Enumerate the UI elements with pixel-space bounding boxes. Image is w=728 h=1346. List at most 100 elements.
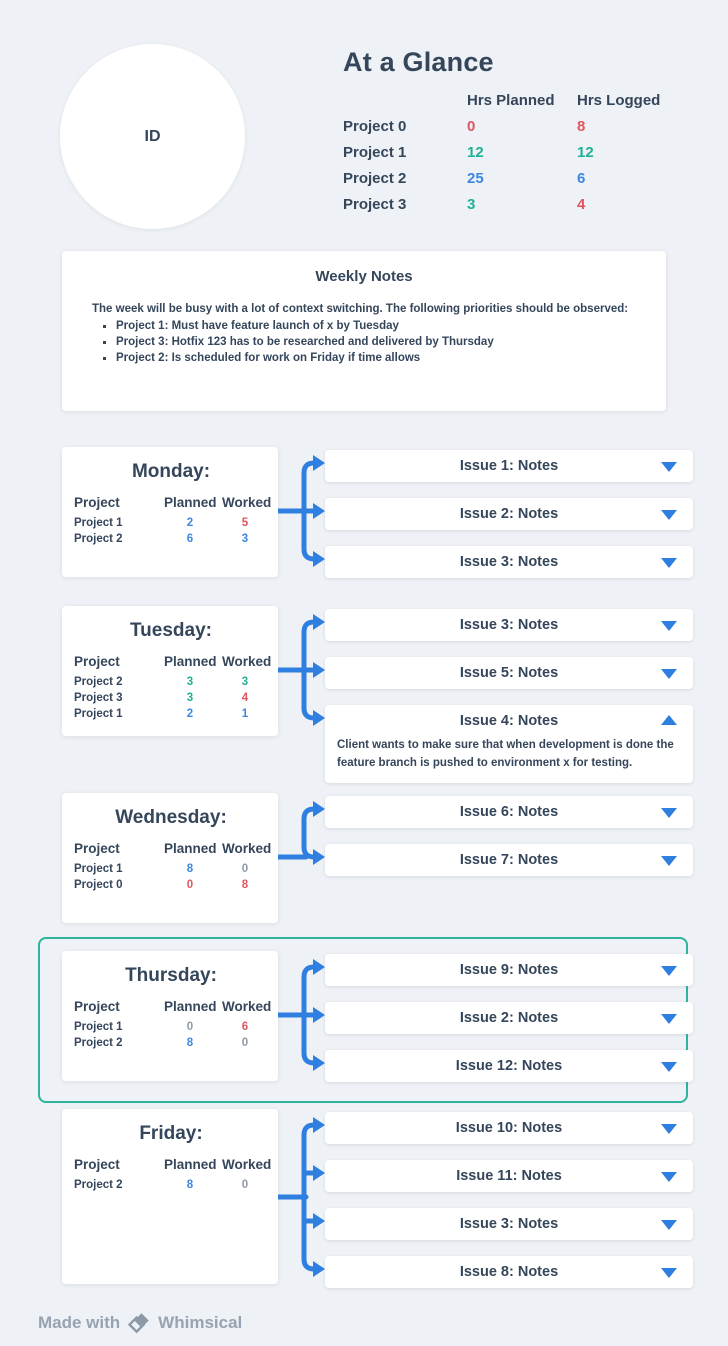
day-table-row: Project 2 8 0	[74, 1179, 268, 1191]
worked-value: 4	[241, 692, 249, 704]
chevron-down-icon[interactable]	[661, 1061, 677, 1072]
worked-value: 8	[241, 878, 249, 891]
issue-bar[interactable]: Issue 2: Notes	[325, 1001, 693, 1034]
project-name: Project 2	[74, 1036, 123, 1049]
issue-bar[interactable]: Issue 5: Notes	[325, 657, 693, 689]
day-table-row: Project 1 8 0	[74, 863, 268, 875]
chevron-down-icon[interactable]	[661, 1013, 677, 1024]
chevron-down-icon[interactable]	[661, 807, 677, 818]
chevron-down-icon[interactable]	[661, 462, 677, 472]
issue-bar[interactable]: Issue 3: Notes	[325, 546, 693, 578]
day-column-header-project: Project	[74, 998, 120, 1014]
project-name: Project 1	[74, 862, 123, 875]
day-table-header: Project Planned Worked	[74, 654, 271, 669]
whimsical-logo-icon	[127, 1311, 151, 1335]
issue-title: Issue 3: Notes	[459, 1215, 559, 1232]
day-table-row: Project 2 8 0	[74, 1037, 268, 1049]
chevron-down-icon[interactable]	[661, 1171, 677, 1182]
day-table-header: Project Planned Worked	[74, 998, 271, 1014]
issue-title: Issue 7: Notes	[459, 851, 559, 868]
project-name: Project 1	[74, 1020, 123, 1033]
planned-value: 2	[186, 517, 194, 529]
issue-bar[interactable]: Issue 2: Notes	[325, 498, 693, 530]
issue-list: Issue 10: Notes Issue 11: Notes Issue 3: N…	[325, 1109, 693, 1288]
day-column-header-project: Project	[74, 654, 120, 669]
worked-value: 5	[241, 517, 249, 529]
planned-value: 8	[186, 1036, 194, 1049]
issue-bar[interactable]: Issue 12: Notes	[325, 1049, 693, 1082]
weekly-notes-title: Weekly Notes	[315, 268, 413, 285]
day-group: Friday: Project Planned Worked Project 2 8 0 Is…	[62, 1108, 728, 1290]
glance-table: At a Glance Hrs Planned Hrs Logged Proje…	[343, 44, 687, 229]
issue-bar[interactable]: Issue 10: Notes	[325, 1111, 693, 1144]
issue-bar[interactable]: Issue 6: Notes	[325, 795, 693, 828]
project-name: Project 0	[74, 878, 123, 891]
day-table-header: Project Planned Worked	[74, 495, 271, 510]
issue-title: Issue 4: Notes	[459, 713, 559, 729]
issue-title: Issue 1: Notes	[459, 458, 559, 474]
issue-bar[interactable]: Issue 4: Notes Client wants to make sure …	[325, 705, 693, 783]
worked-value: 6	[241, 1020, 249, 1033]
chevron-down-icon[interactable]	[661, 558, 677, 568]
chevron-down-icon[interactable]	[661, 1267, 677, 1278]
issue-bar[interactable]: Issue 11: Notes	[325, 1159, 693, 1192]
column-header-hrs-logged: Hrs Logged	[577, 92, 661, 109]
issue-list: Issue 6: Notes Issue 7: Notes	[325, 793, 693, 876]
weekly-note-bullet: Project 3: Hotfix 123 has to be research…	[92, 335, 636, 351]
issue-title: Issue 2: Notes	[459, 1009, 559, 1026]
planned-value: 6	[186, 533, 194, 545]
day-column-header-project: Project	[74, 1156, 120, 1172]
glance-project-name: Project 3	[343, 196, 407, 213]
issue-title: Issue 12: Notes	[455, 1057, 563, 1074]
project-name: Project 1	[74, 708, 123, 720]
day-column-header-worked: Worked	[222, 840, 272, 856]
issue-bar[interactable]: Issue 7: Notes	[325, 843, 693, 876]
chevron-down-icon[interactable]	[661, 855, 677, 866]
issue-bar[interactable]: Issue 3: Notes	[325, 1207, 693, 1240]
project-name: Project 3	[74, 692, 123, 704]
chevron-down-icon[interactable]	[661, 965, 677, 976]
avatar: ID	[60, 44, 245, 229]
planned-value: 3	[186, 692, 194, 704]
issue-bar[interactable]: Issue 1: Notes	[325, 450, 693, 482]
flow-arrow-icon	[275, 606, 325, 739]
day-column-header-worked: Worked	[222, 1156, 272, 1172]
avatar-label: ID	[144, 127, 161, 145]
glance-logged-value: 4	[577, 196, 586, 213]
glance-project-name: Project 2	[343, 170, 407, 187]
issue-title: Issue 6: Notes	[459, 803, 559, 820]
day-card: Friday: Project Planned Worked Project 2 8 0	[62, 1108, 278, 1284]
brand-label: Whimsical	[158, 1312, 243, 1332]
day-table-row: Project 1 0 6	[74, 1021, 268, 1033]
chevron-down-icon[interactable]	[661, 621, 677, 631]
worked-value: 1	[241, 708, 249, 720]
day-title: Friday:	[139, 1122, 203, 1144]
project-name: Project 2	[74, 533, 123, 545]
chevron-down-icon[interactable]	[661, 1219, 677, 1230]
day-group: Monday: Project Planned Worked Project 1 2 5 Pr…	[62, 447, 728, 580]
day-column-header-project: Project	[74, 840, 120, 856]
day-column-header-project: Project	[74, 495, 120, 510]
issue-bar[interactable]: Issue 9: Notes	[325, 953, 693, 986]
issue-bar[interactable]: Issue 3: Notes	[325, 609, 693, 641]
chevron-up-icon[interactable]	[661, 715, 677, 725]
day-card: Thursday: Project Planned Worked Project 1 0 6…	[62, 950, 278, 1081]
chevron-down-icon[interactable]	[661, 1123, 677, 1134]
chevron-down-icon[interactable]	[661, 669, 677, 679]
worked-value: 0	[241, 1036, 249, 1049]
worked-value: 3	[241, 533, 249, 545]
day-column-header-planned: Planned	[164, 495, 217, 510]
planned-value: 8	[186, 862, 194, 875]
day-column-header-planned: Planned	[164, 840, 217, 856]
glance-planned-value: 12	[467, 144, 484, 161]
page-title: At a Glance	[343, 47, 494, 77]
issue-title: Issue 8: Notes	[459, 1263, 559, 1280]
day-column-header-planned: Planned	[164, 654, 217, 669]
weekly-note-bullet: Project 2: Is scheduled for work on Frid…	[92, 351, 636, 367]
issue-title: Issue 10: Notes	[455, 1119, 563, 1136]
issue-notes: Client wants to make sure that when deve…	[337, 739, 674, 769]
chevron-down-icon[interactable]	[661, 510, 677, 520]
issue-bar[interactable]: Issue 8: Notes	[325, 1255, 693, 1288]
day-table-row: Project 1 2 1	[74, 708, 268, 720]
spacer	[343, 92, 467, 109]
